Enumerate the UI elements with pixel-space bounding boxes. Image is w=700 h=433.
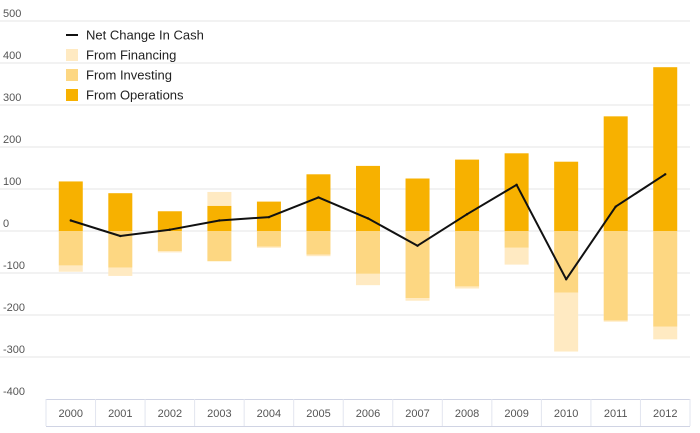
bar-from-financing (455, 286, 480, 289)
bar-from-financing (207, 191, 232, 206)
legend-swatch (66, 49, 78, 61)
line-point (564, 278, 568, 281)
x-tick-label: 2000 (59, 408, 83, 420)
line-point (69, 219, 72, 222)
bar-from-operations (504, 153, 529, 231)
x-tick-label: 2009 (504, 408, 528, 420)
line-point (317, 196, 320, 199)
y-tick-label: 0 (3, 218, 9, 230)
y-tick-label: 500 (3, 8, 21, 20)
bar-from-investing (207, 231, 232, 262)
y-tick-label: 100 (3, 176, 21, 188)
x-tick-label: 2002 (158, 408, 182, 420)
bar-from-operations (58, 181, 83, 231)
line-point (218, 219, 221, 222)
line-point (267, 215, 271, 219)
legend-swatch (66, 69, 78, 81)
bar-from-financing (306, 254, 331, 257)
x-tick-label: 2006 (356, 408, 380, 420)
bar-from-operations (653, 67, 678, 231)
legend-label: From Investing (86, 68, 172, 83)
x-tick-label: 2012 (653, 408, 677, 420)
y-tick-label: -100 (3, 260, 25, 272)
line-point (416, 244, 419, 247)
bar-from-financing (405, 298, 430, 301)
y-tick-label: -400 (3, 386, 25, 398)
legend: Net Change In Cash From Financing From Inv… (66, 28, 204, 103)
bar-from-operations (405, 178, 430, 231)
y-axis-ticks: -400 -300 -200 -100 0 100 200 300 400 500 (3, 8, 25, 398)
x-tick-label: 2004 (257, 408, 281, 420)
bar-from-operations (207, 205, 232, 231)
bar-from-operations (157, 211, 182, 231)
bar-from-financing (157, 251, 182, 253)
legend-label: Net Change In Cash (86, 28, 204, 43)
bar-from-investing (603, 231, 628, 321)
x-axis: 2000 2001 2002 2003 2004 2005 2006 2007 2008 2009… (45, 399, 691, 427)
bar-from-investing (58, 231, 83, 266)
bar-from-financing (554, 292, 579, 352)
x-tick-label: 2008 (455, 408, 479, 420)
line-point (664, 173, 667, 176)
bar-from-financing (256, 246, 281, 248)
bar-from-financing (653, 326, 678, 340)
bar-from-operations (603, 116, 628, 231)
bar-from-investing (356, 231, 380, 274)
x-tick-label: 2001 (108, 408, 132, 420)
bar-from-investing (455, 231, 480, 287)
bar-from-investing (653, 231, 678, 327)
bar-from-financing (504, 247, 529, 265)
legend-label: From Financing (86, 48, 176, 63)
x-tick-label: 2010 (554, 408, 578, 420)
line-point (614, 205, 617, 208)
y-tick-label: -300 (3, 344, 25, 356)
bar-from-investing (504, 231, 529, 248)
x-tick-label: 2007 (405, 408, 429, 420)
y-tick-label: 300 (3, 92, 21, 104)
x-tick-label: 2005 (306, 408, 330, 420)
x-tick-label: 2011 (604, 408, 628, 420)
bar-from-financing (58, 265, 83, 272)
line-point (168, 228, 172, 231)
bar-from-operations (306, 174, 331, 231)
bar-from-financing (356, 273, 380, 286)
bar-from-operations (554, 161, 579, 231)
line-point (366, 217, 370, 220)
bar-from-financing (603, 320, 628, 322)
net-change-line (69, 173, 667, 281)
bar-from-financing (108, 267, 133, 276)
line-point (465, 213, 469, 216)
bars (58, 67, 678, 352)
legend-label: From Operations (86, 88, 184, 103)
y-tick-label: 200 (3, 134, 21, 146)
y-tick-label: 400 (3, 50, 21, 62)
bar-from-operations (108, 193, 133, 231)
legend-swatch (66, 89, 78, 101)
x-tick-label: 2003 (207, 408, 231, 420)
line-point (119, 234, 122, 238)
x-axis-band (46, 399, 690, 427)
bar-from-investing (157, 231, 182, 252)
bar-from-operations (356, 165, 380, 231)
line-point (515, 183, 518, 186)
y-tick-label: -200 (3, 302, 25, 314)
bar-from-investing (306, 231, 331, 255)
bar-from-investing (256, 231, 281, 247)
